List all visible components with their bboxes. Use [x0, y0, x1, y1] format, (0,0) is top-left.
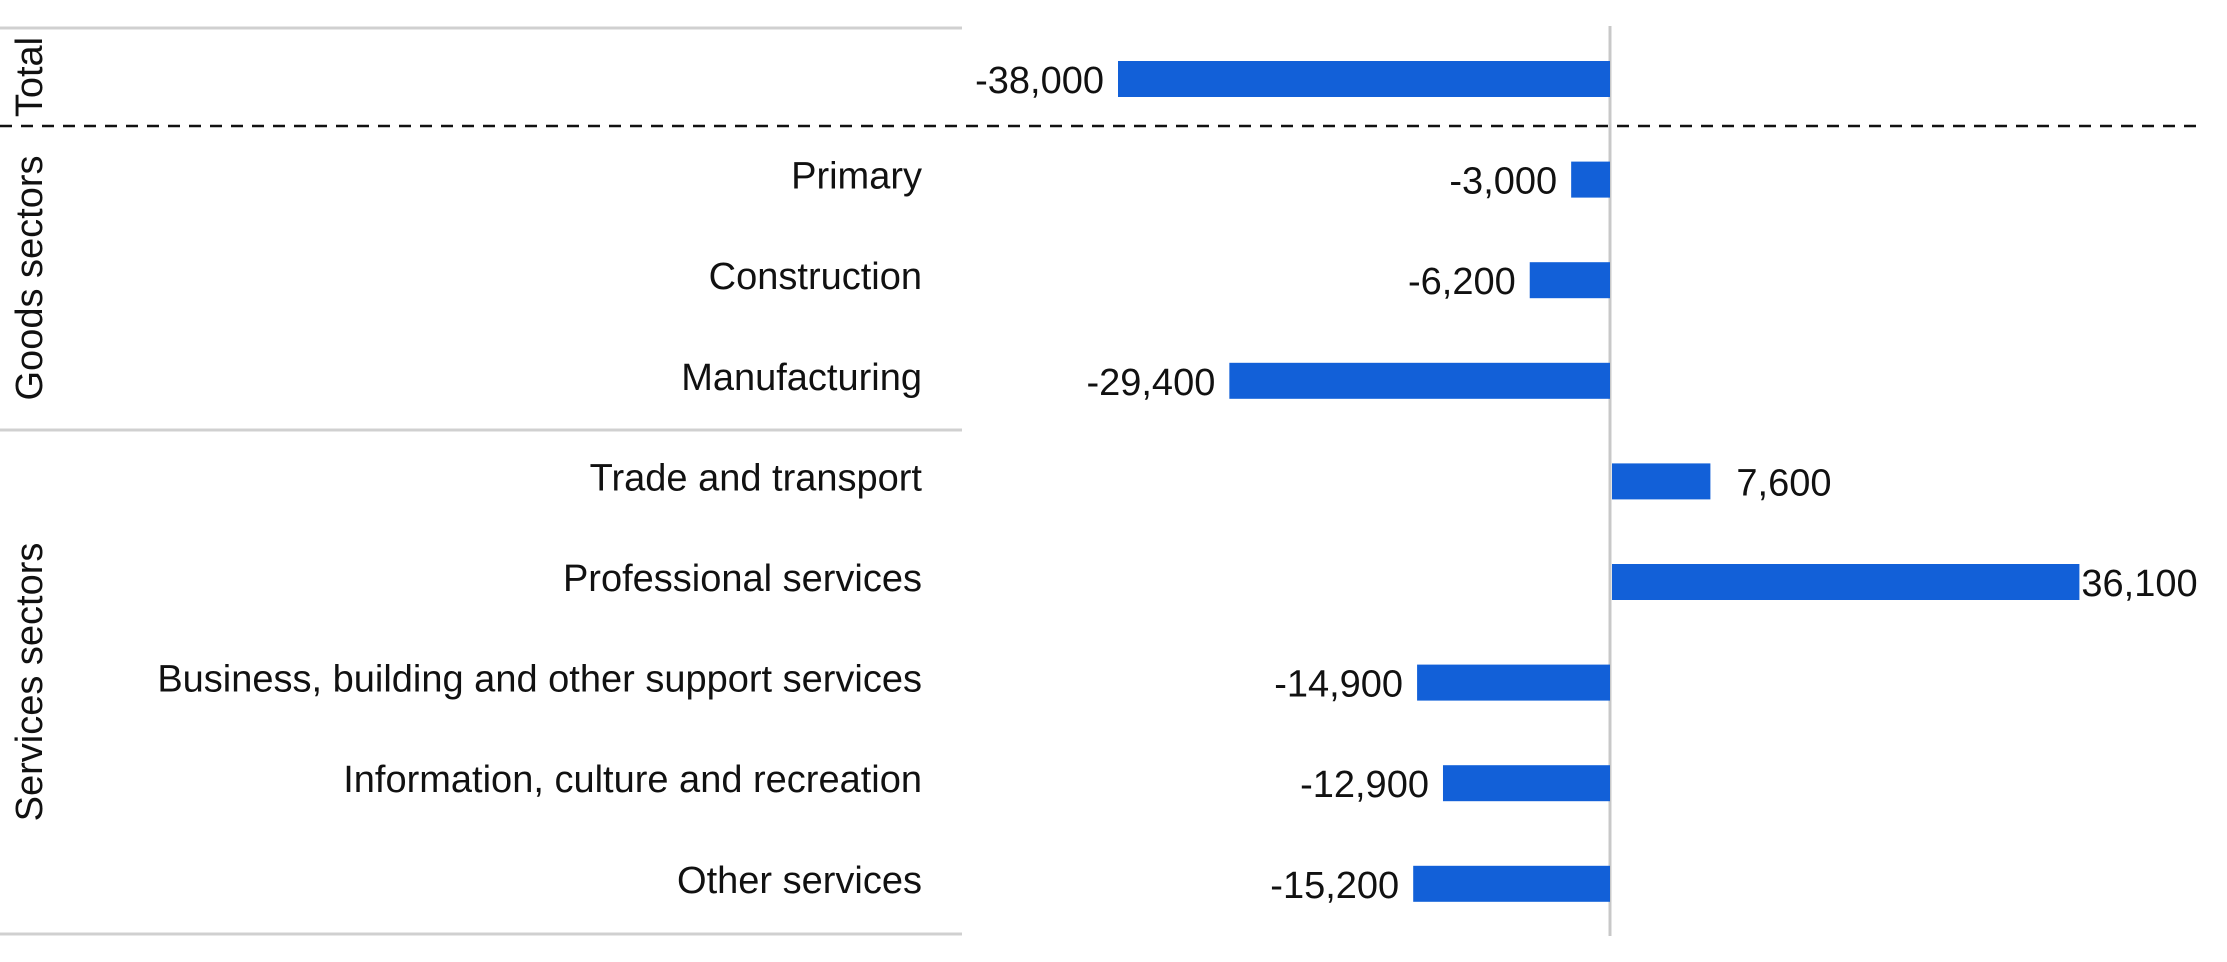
group-labels: Total Goods sectors Services sectors: [9, 37, 51, 822]
bar-row-0: [1118, 61, 1610, 97]
bar-business-building-and-other-support-services: [1417, 664, 1610, 701]
bars: [1118, 61, 2080, 902]
category-label-construction: Construction: [709, 256, 922, 298]
category-label-primary: Primary: [791, 156, 922, 198]
value-label-construction: -6,200: [1408, 261, 1516, 303]
value-label-manufacturing: -29,400: [1086, 362, 1215, 404]
category-labels: Primary Construction Manufacturing Trade an…: [157, 156, 922, 902]
category-label-information-culture-and-recreation: Information, culture and recreation: [343, 759, 922, 801]
group-label-goods-sectors: Goods sectors: [9, 156, 51, 401]
value-label-business-building-and-other-support-services: -14,900: [1274, 664, 1403, 706]
bar-manufacturing: [1229, 362, 1610, 399]
bar-primary: [1571, 161, 1610, 198]
category-label-business-building-and-other-support-services: Business, building and other support ser…: [157, 659, 922, 701]
bar-trade-and-transport: [1612, 463, 1711, 500]
bar-professional-services: [1612, 564, 2080, 600]
value-label-primary: -3,000: [1449, 161, 1557, 203]
category-label-manufacturing: Manufacturing: [681, 357, 922, 399]
value-label-other-services: -15,200: [1270, 865, 1399, 907]
bar-information-culture-and-recreation: [1442, 765, 1610, 802]
value-label-trade-and-transport: 7,600: [1736, 462, 1831, 504]
group-label-total: Total: [9, 37, 51, 117]
group-label-services-sectors: Services sectors: [9, 543, 51, 822]
bar-other-services: [1413, 865, 1610, 902]
category-label-other-services: Other services: [677, 860, 922, 902]
category-label-trade-and-transport: Trade and transport: [590, 457, 923, 499]
bar-construction: [1529, 262, 1610, 299]
value-labels: -38,000 -3,000 -6,200 -29,400 7,600 36,100 -14…: [975, 60, 2198, 907]
value-label-information-culture-and-recreation: -12,900: [1300, 764, 1429, 806]
value-label-professional-services: 36,100: [2081, 563, 2197, 605]
value-label-row-0: -38,000: [975, 60, 1104, 102]
group-dividers: [0, 26, 2200, 936]
category-label-professional-services: Professional services: [563, 558, 922, 600]
